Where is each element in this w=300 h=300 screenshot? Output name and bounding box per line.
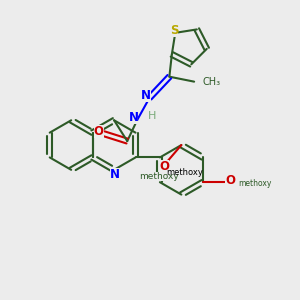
- Text: methoxy: methoxy: [239, 179, 272, 188]
- Text: O: O: [94, 125, 104, 138]
- Text: CH₃: CH₃: [203, 77, 221, 87]
- Text: N: N: [141, 89, 151, 102]
- Text: O: O: [225, 175, 235, 188]
- Text: methoxy: methoxy: [167, 168, 203, 177]
- Text: S: S: [170, 24, 178, 37]
- Text: N: N: [128, 111, 138, 124]
- Text: H: H: [148, 111, 156, 121]
- Text: methoxy: methoxy: [139, 172, 179, 181]
- Text: N: N: [110, 168, 120, 181]
- Text: O: O: [159, 160, 169, 172]
